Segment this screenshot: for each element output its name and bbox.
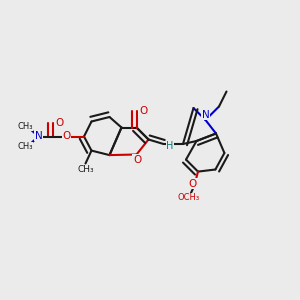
Text: CH₃: CH₃ bbox=[17, 122, 33, 131]
Text: OCH₃: OCH₃ bbox=[178, 194, 200, 202]
Text: H: H bbox=[167, 141, 174, 152]
Text: O: O bbox=[189, 179, 197, 189]
Text: CH₃: CH₃ bbox=[77, 165, 94, 174]
Text: O: O bbox=[62, 131, 71, 141]
Text: N: N bbox=[202, 110, 209, 120]
Text: N: N bbox=[34, 131, 42, 141]
Text: O: O bbox=[133, 155, 141, 165]
Text: O: O bbox=[56, 118, 64, 128]
Text: O: O bbox=[139, 106, 147, 116]
Text: CH₃: CH₃ bbox=[17, 142, 33, 151]
